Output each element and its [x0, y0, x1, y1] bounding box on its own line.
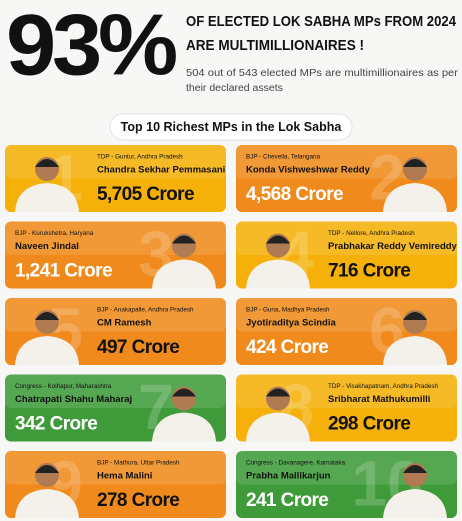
section-pill: [109, 113, 353, 141]
wealth: 241 Crore: [246, 490, 328, 511]
card-shine: [5, 451, 226, 485]
card-shine: [5, 298, 226, 332]
party-constituency: BJP - Kurukshetra, Haryana: [15, 230, 94, 237]
photo-body: [246, 412, 310, 442]
party-constituency: Congress - Kolhapur, Maharashtra: [15, 383, 112, 390]
card-shine: [5, 145, 226, 179]
mp-name: Konda Vishweshwar Reddy: [246, 165, 371, 176]
card-shine: [236, 451, 457, 485]
photo-body: [152, 412, 216, 442]
wealth: 342 Crore: [15, 414, 97, 435]
photo-hair: [403, 465, 427, 473]
party-constituency: TDP - Guntur, Andhra Pradesh: [97, 154, 183, 161]
photo-body: [15, 489, 79, 518]
mp-name: Prabha Mallikarjun: [246, 471, 331, 482]
wealth: 278 Crore: [97, 490, 179, 511]
mp-name: Prabhakar Reddy Vemireddy: [328, 241, 458, 252]
card-shine: [5, 221, 226, 255]
party-constituency: BJP - Chevella, Telangana: [246, 154, 320, 161]
photo-body: [383, 489, 447, 518]
photo-body: [246, 259, 310, 289]
subtitle: their declared assets: [186, 82, 283, 94]
mp-name: Chatrapati Shahu Maharaj: [15, 394, 132, 405]
party-constituency: BJP - Mathura, Uttar Pradesh: [97, 460, 180, 467]
mp-name: Chandra Sekhar Pemmasani: [97, 165, 225, 176]
photo-hair: [172, 388, 196, 397]
mp-name: CM Ramesh: [97, 318, 152, 329]
photo-hair: [35, 465, 59, 473]
photo-hair: [403, 312, 427, 320]
subtitle: 504 out of 543 elected MPs are multimill…: [186, 67, 459, 79]
mp-card: 4 TDP - Nellore, Andhra PradeshPrabhakar …: [236, 218, 458, 290]
wealth: 424 Crore: [246, 337, 328, 358]
big-stat: 93%: [6, 0, 177, 94]
photo-body: [152, 259, 216, 289]
photo-hair: [35, 159, 59, 167]
mp-name: Hema Malini: [97, 471, 152, 482]
photo-body: [15, 183, 79, 212]
card-shine: [236, 374, 457, 408]
wealth: 716 Crore: [328, 261, 410, 282]
wealth: 497 Crore: [97, 337, 179, 358]
mp-name: Sribharat Mathukumilli: [328, 394, 430, 405]
wealth: 1,241 Crore: [15, 261, 112, 282]
headline: OF ELECTED LOK SABHA MPs FROM 2024: [186, 13, 457, 30]
photo-hair: [403, 159, 427, 167]
wealth: 4,568 Crore: [246, 184, 343, 205]
photo-hair: [266, 388, 290, 397]
wealth: 298 Crore: [328, 414, 410, 435]
party-constituency: TDP - Nellore, Andhra Pradesh: [328, 230, 415, 237]
photo-body: [15, 336, 79, 365]
wealth: 5,705 Crore: [97, 184, 194, 205]
photo-hair: [172, 235, 196, 244]
headline: ARE MULTIMILLIONAIRES !: [186, 37, 364, 54]
photo-hair: [35, 312, 59, 320]
party-constituency: TDP - Visakhapatnam, Andhra Pradesh: [328, 383, 439, 390]
photo-body: [383, 336, 447, 365]
mp-name: Naveen Jindal: [15, 241, 79, 252]
photo-hair: [266, 235, 290, 244]
card-shine: [5, 374, 226, 408]
card-shine: [236, 221, 457, 255]
card-shine: [236, 298, 457, 332]
card-shine: [236, 145, 457, 179]
party-constituency: Congress - Davanagere, Karnataka: [246, 460, 346, 467]
mp-card: 8 TDP - Visakhapatnam, Andhra PradeshSrib…: [236, 371, 457, 443]
party-constituency: BJP - Guna, Madhya Pradesh: [246, 307, 330, 314]
party-constituency: BJP - Anakapalle, Andhra Pradesh: [97, 307, 194, 314]
mp-name: Jyotiraditya Scindia: [246, 318, 336, 329]
photo-body: [383, 183, 447, 212]
section-title: Top 10 Richest MPs in the Lok Sabha: [121, 120, 343, 134]
